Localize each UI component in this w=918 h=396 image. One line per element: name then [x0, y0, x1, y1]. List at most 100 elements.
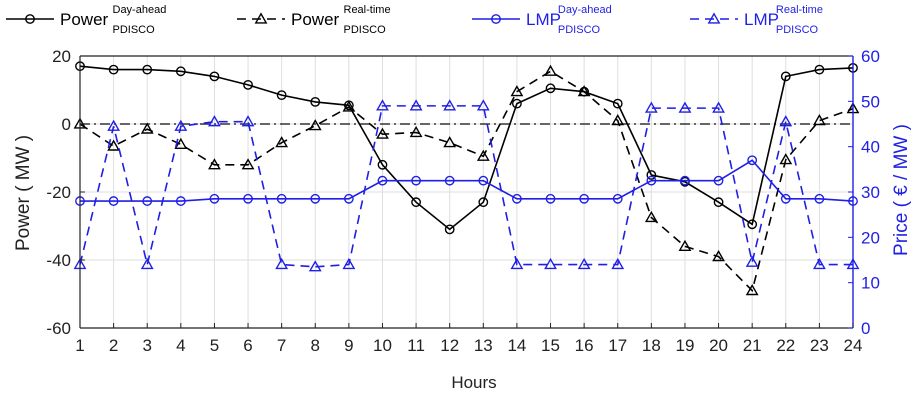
- data-point: [611, 257, 625, 270]
- legend-label-subscript: PDISCO: [113, 24, 156, 36]
- data-point: [812, 113, 826, 126]
- y-axis-left-label: Power ( MW ): [13, 135, 34, 251]
- x-tick-label: 5: [210, 336, 219, 355]
- data-point: [376, 99, 389, 111]
- data-point: [107, 139, 121, 151]
- data-point: [209, 193, 220, 204]
- data-point: [612, 193, 623, 204]
- data-point: [812, 257, 826, 270]
- data-point: [310, 193, 321, 204]
- y-left-tick-label: 0: [62, 115, 71, 134]
- data-point: [342, 100, 356, 112]
- x-tick-label: 22: [776, 336, 795, 355]
- data-point: [108, 196, 119, 206]
- y-right-tick-label: 10: [861, 274, 880, 293]
- data-point: [478, 197, 489, 208]
- series-line: [79, 65, 854, 231]
- data-point: [107, 119, 121, 131]
- y-right-tick-label: 60: [861, 47, 880, 66]
- series-line: [79, 105, 853, 268]
- data-point: [174, 119, 188, 131]
- data-point: [545, 83, 556, 94]
- axes: 1 2 3 4 5 6 7 8 9 10 11 12 13 14 15 16 17 18 19 20 21 22 23 24-…: [46, 47, 880, 355]
- data-point: [814, 193, 825, 204]
- data-point: [678, 239, 692, 252]
- data-point: [577, 257, 591, 270]
- legend-marker: [25, 14, 35, 24]
- y-right-tick-label: 20: [861, 228, 880, 247]
- data-point: [443, 136, 457, 148]
- x-tick-label: 10: [373, 336, 392, 355]
- legend-marker: [254, 12, 268, 24]
- x-tick-label: 8: [311, 336, 320, 355]
- data-point: [175, 66, 186, 77]
- legend-item-1: Power Day-ahead PDISCO: [6, 4, 166, 36]
- data-point: [108, 64, 119, 75]
- legend-label-superscript: Real-time: [776, 4, 823, 16]
- data-point: [308, 260, 322, 272]
- data-point: [814, 64, 825, 75]
- x-tick-label: 15: [541, 336, 560, 355]
- data-point: [680, 175, 690, 186]
- x-tick-label: 23: [810, 336, 829, 355]
- series-2: [73, 64, 860, 296]
- data-point: [478, 175, 489, 186]
- data-point: [512, 193, 522, 204]
- data-point: [411, 197, 421, 208]
- legend-marker: [707, 12, 721, 24]
- series-line: [80, 159, 854, 202]
- x-tick-label: 20: [709, 336, 728, 355]
- legend-label-subscript: PDISCO: [344, 24, 387, 36]
- data-point: [175, 196, 186, 206]
- data-point: [780, 193, 791, 204]
- legend-label: LMP: [744, 10, 779, 29]
- legend-label-superscript: Real-time: [344, 4, 391, 16]
- data-point: [545, 193, 556, 204]
- y-right-tick-label: 0: [861, 319, 870, 338]
- x-tick-label: 2: [109, 336, 118, 355]
- x-tick-label: 11: [407, 336, 425, 355]
- data-point: [510, 85, 524, 97]
- legend: Power Day-ahead PDISCO Power Real-time PDISCO…: [6, 4, 823, 36]
- data-point: [275, 136, 289, 148]
- x-axis-label: Hours: [451, 373, 496, 392]
- x-tick-label: 19: [675, 336, 694, 355]
- data-point: [241, 158, 255, 170]
- data-point: [140, 257, 154, 270]
- x-tick-label: 6: [243, 336, 252, 355]
- data-point: [747, 155, 758, 166]
- data-point: [142, 196, 153, 206]
- data-point: [512, 98, 522, 109]
- data-point: [409, 125, 423, 138]
- data-point: [646, 175, 657, 186]
- y-left-tick-label: -60: [46, 319, 71, 338]
- x-tick-label: 18: [642, 336, 661, 355]
- y-left-tick-label: -40: [46, 251, 71, 270]
- x-tick-label: 13: [474, 336, 493, 355]
- data-point: [476, 99, 490, 111]
- legend-label-superscript: Day-ahead: [113, 4, 167, 16]
- series-layer: [73, 61, 860, 296]
- series-4: [73, 99, 860, 272]
- x-tick-label: 21: [743, 336, 762, 355]
- data-point: [209, 71, 220, 82]
- data-point: [444, 224, 455, 235]
- legend-label: Power: [291, 10, 340, 29]
- data-point: [276, 193, 287, 204]
- grid: [79, 55, 854, 329]
- data-point: [174, 137, 188, 150]
- data-point: [644, 210, 658, 223]
- legend-marker: [491, 14, 501, 24]
- data-point: [343, 193, 354, 204]
- legend-item-2: Power Real-time PDISCO: [237, 4, 391, 36]
- x-tick-label: 3: [142, 336, 151, 355]
- data-point: [409, 99, 423, 111]
- x-tick-label: 14: [507, 336, 526, 355]
- data-point: [243, 193, 253, 204]
- x-tick-label: 9: [344, 336, 353, 355]
- data-point: [544, 257, 557, 270]
- data-point: [510, 257, 524, 270]
